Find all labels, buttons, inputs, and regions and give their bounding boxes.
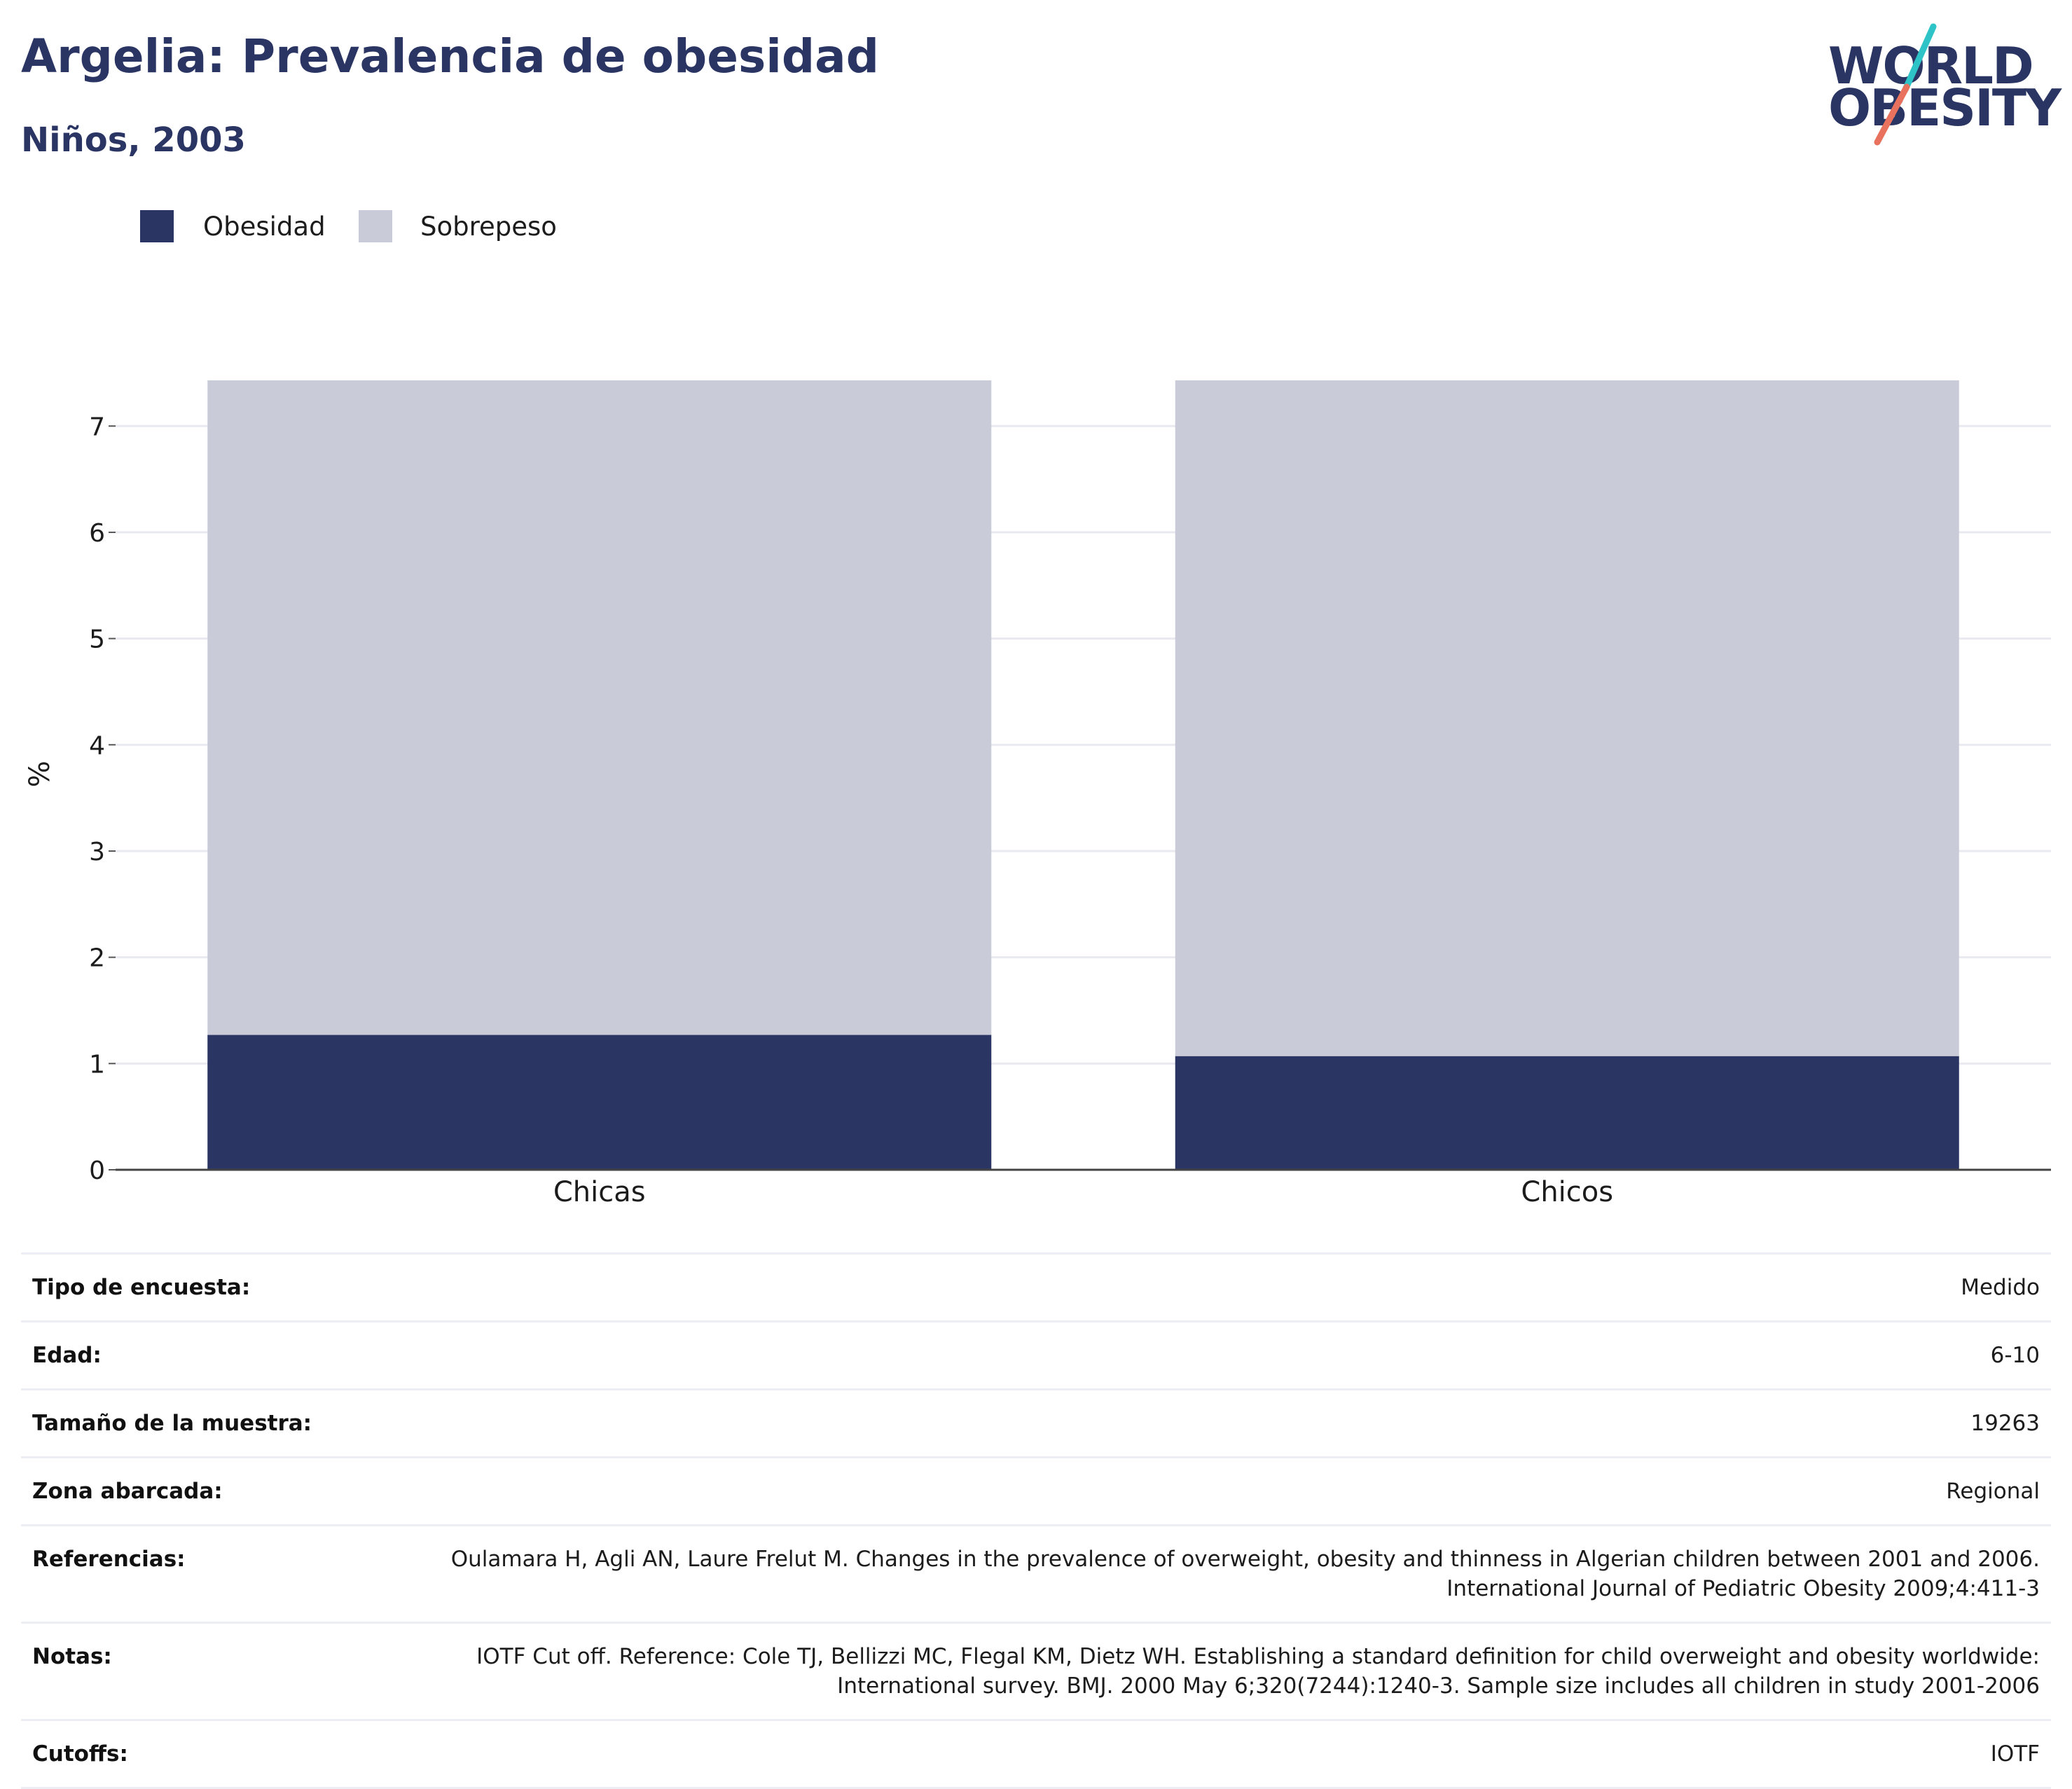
info-value: 6-10 [408, 1320, 2051, 1390]
chart-axes: 0 1 2 3 4 5 6 7 Chicas Chicos [89, 413, 2051, 1208]
y-tick-label: 6 [89, 519, 105, 548]
x-tick-label: Chicas [553, 1176, 646, 1208]
world-obesity-logo: WORLD OBESITY [1828, 20, 2061, 146]
info-value: Regional [408, 1456, 2051, 1526]
legend-swatch-sobrepeso [359, 210, 392, 242]
y-tick-label: 7 [89, 413, 105, 441]
info-value: IOTF [408, 1719, 2051, 1789]
legend-label-obesidad: Obesidad [203, 212, 326, 242]
info-row-edad: Edad: 6-10 [21, 1320, 2051, 1390]
info-row-zona: Zona abarcada: Regional [21, 1456, 2051, 1526]
chart-title: Argelia: Prevalencia de obesidad [21, 29, 879, 83]
y-tick-label: 3 [89, 838, 105, 866]
info-key: Edad: [21, 1320, 408, 1390]
info-key: Referencias: [21, 1524, 408, 1624]
info-key: Zona abarcada: [21, 1456, 408, 1526]
info-row-cutoffs: Cutoffs: IOTF [21, 1719, 2051, 1789]
bar-sobrepeso-chicos[interactable] [1175, 380, 1959, 1056]
y-tick-label: 4 [89, 731, 105, 760]
y-tick-label: 5 [89, 626, 105, 654]
logo-word-top: WORLD [1828, 36, 2034, 95]
info-value: 19263 [408, 1388, 2051, 1458]
chart-bars [207, 380, 1959, 1170]
bar-chart: 0 1 2 3 4 5 6 7 Chicas Chicos % [24, 380, 2051, 1208]
info-row-tipo: Tipo de encuesta: Medido [21, 1252, 2051, 1322]
y-tick-label: 1 [89, 1050, 105, 1079]
bar-obesidad-chicos[interactable] [1175, 1056, 1959, 1170]
info-row-notas: Notas: IOTF Cut off. Reference: Cole TJ,… [21, 1622, 2051, 1721]
y-tick-label: 0 [89, 1156, 105, 1185]
bar-obesidad-chicas[interactable] [207, 1035, 992, 1170]
info-key: Tamaño de la muestra: [21, 1388, 408, 1458]
y-tick-label: 2 [89, 944, 105, 973]
x-tick-label: Chicos [1521, 1176, 1613, 1208]
info-key: Notas: [21, 1622, 408, 1721]
legend-label-sobrepeso: Sobrepeso [420, 212, 557, 242]
info-row-referencias: Referencias: Oulamara H, Agli AN, Laure … [21, 1524, 2051, 1624]
logo-slash-icon [1874, 23, 1937, 146]
chart-subtitle: Niños, 2003 [21, 120, 246, 160]
info-value: IOTF Cut off. Reference: Cole TJ, Belliz… [408, 1622, 2051, 1721]
legend-swatch-obesidad [140, 210, 174, 242]
logo-word-bottom: OBESITY [1828, 78, 2061, 137]
y-axis-label: % [24, 761, 56, 787]
info-row-muestra: Tamaño de la muestra: 19263 [21, 1388, 2051, 1458]
info-key: Cutoffs: [21, 1719, 408, 1789]
info-value: Oulamara H, Agli AN, Laure Frelut M. Cha… [408, 1524, 2051, 1624]
survey-info-table: Tipo de encuesta: Medido Edad: 6-10 Tama… [21, 1252, 2051, 1789]
info-value: Medido [408, 1252, 2051, 1322]
info-key: Tipo de encuesta: [21, 1252, 408, 1322]
bar-sobrepeso-chicas[interactable] [207, 380, 992, 1035]
